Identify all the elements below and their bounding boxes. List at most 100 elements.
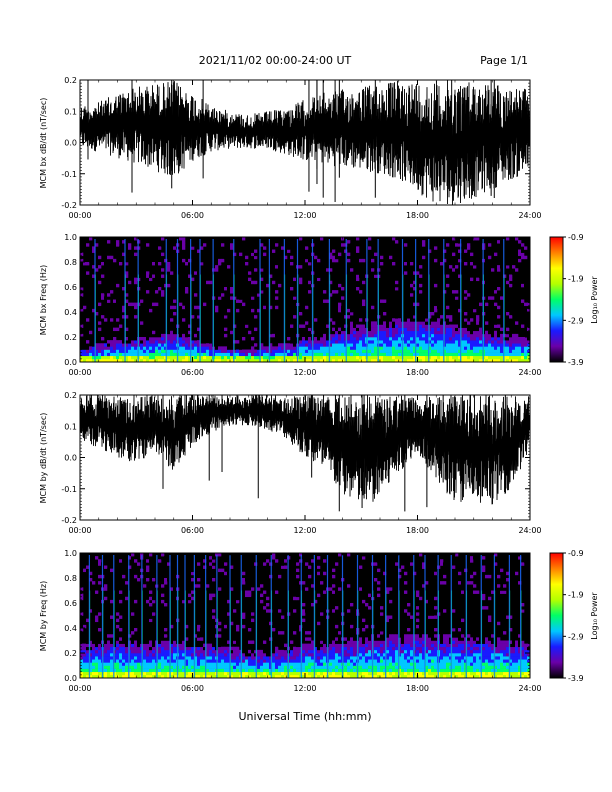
spectrogram-cell bbox=[212, 562, 216, 566]
spectrogram-cell bbox=[89, 358, 93, 363]
spectrogram-cell bbox=[206, 631, 210, 635]
spectrogram-cell bbox=[92, 668, 96, 673]
spectrogram-cell bbox=[395, 346, 399, 350]
spectrogram-cell bbox=[80, 324, 84, 328]
spectrogram-cell bbox=[233, 556, 237, 560]
spectrogram-cell bbox=[158, 349, 162, 353]
spectrogram-cell bbox=[188, 599, 192, 604]
spectrogram-cell bbox=[92, 649, 96, 654]
spectrogram-cell bbox=[95, 358, 99, 363]
spectrogram-cell bbox=[401, 640, 405, 644]
spectrogram-cell bbox=[311, 656, 315, 660]
spectrogram-cell bbox=[83, 355, 87, 360]
spectrogram-cell bbox=[425, 653, 429, 657]
spectrogram-cell bbox=[236, 649, 240, 654]
spectrogram-cell bbox=[455, 637, 459, 641]
spectrogram-cell bbox=[203, 352, 207, 357]
spectrogram-cell bbox=[404, 640, 408, 644]
spectrogram-cell bbox=[428, 637, 432, 641]
spectrogram-cell bbox=[131, 553, 135, 557]
spectrogram-cell bbox=[353, 343, 357, 347]
spectrogram-cell bbox=[368, 340, 372, 344]
spectrogram-cell bbox=[116, 327, 120, 332]
spectrogram-cell bbox=[203, 662, 207, 666]
spectrogram-cell bbox=[467, 343, 471, 347]
spectrogram-cell bbox=[389, 237, 393, 241]
spectrogram-cell bbox=[314, 662, 318, 666]
spectrogram-cell bbox=[260, 346, 264, 350]
spectrogram-cell bbox=[164, 603, 168, 607]
spectrogram-cell bbox=[212, 665, 216, 669]
spectrogram-cell bbox=[476, 237, 480, 241]
spectrogram-cell bbox=[470, 340, 474, 344]
spectrogram-cell bbox=[101, 346, 105, 350]
spectrogram-cell bbox=[155, 352, 159, 357]
spectrogram-cell bbox=[296, 674, 300, 679]
spectrogram-cell bbox=[410, 355, 414, 360]
spectrogram-cell bbox=[122, 315, 126, 319]
spectrogram-cell bbox=[164, 662, 168, 666]
spectrogram-cell bbox=[188, 665, 192, 669]
spectrogram-cell bbox=[368, 349, 372, 353]
spectrogram-cell bbox=[149, 590, 153, 594]
spectrogram-cell bbox=[287, 324, 291, 328]
spectrogram-cell bbox=[158, 246, 162, 250]
spectrogram-cell bbox=[293, 659, 297, 663]
spectrogram-cell bbox=[173, 662, 177, 666]
spectrogram-cell bbox=[428, 634, 432, 638]
spectrogram-cell bbox=[167, 671, 171, 676]
spectrogram-cell bbox=[464, 243, 468, 247]
spectrogram-cell bbox=[488, 249, 492, 253]
spectrogram-cell bbox=[365, 668, 369, 673]
spectrogram-cell bbox=[89, 609, 93, 613]
spectrogram-cell bbox=[464, 340, 468, 344]
spectrogram-cell bbox=[419, 640, 423, 644]
spectrogram-cell bbox=[359, 640, 363, 644]
spectrogram-cell bbox=[419, 606, 423, 610]
spectrogram-cell bbox=[422, 287, 426, 291]
spectrogram-cell bbox=[275, 590, 279, 594]
spectrogram-cell bbox=[314, 634, 318, 638]
spectrogram-cell bbox=[479, 355, 483, 360]
spectrogram-cell bbox=[149, 340, 153, 344]
spectrogram-cell bbox=[224, 593, 228, 598]
spectrogram-cell bbox=[200, 631, 204, 635]
spectrogram-cell bbox=[110, 343, 114, 347]
spectrogram-cell bbox=[422, 346, 426, 350]
spectrogram-cell bbox=[92, 265, 96, 269]
spectrogram-cell bbox=[113, 671, 117, 676]
spectrogram-cell bbox=[194, 671, 198, 676]
spectrogram-cell bbox=[413, 662, 417, 666]
spectrogram-cell bbox=[338, 340, 342, 344]
spectrogram-cell bbox=[425, 312, 429, 316]
spectrogram-cell bbox=[470, 262, 474, 266]
spectrogram-cell bbox=[287, 343, 291, 347]
spectrogram-cell bbox=[209, 656, 213, 660]
spectrogram-cell bbox=[440, 562, 444, 566]
spectrogram-cell bbox=[80, 252, 84, 257]
spectrogram-cell bbox=[197, 668, 201, 673]
spectrogram-cell bbox=[86, 640, 90, 644]
spectrogram-cell bbox=[188, 556, 192, 560]
spectrogram-cell bbox=[188, 324, 192, 328]
spectrogram-cell bbox=[335, 609, 339, 613]
spectrogram-cell bbox=[197, 343, 201, 347]
spectrogram-cell bbox=[311, 640, 315, 644]
spectrogram-cell bbox=[167, 305, 171, 310]
spectrogram-cell bbox=[410, 653, 414, 657]
spectrogram-cell bbox=[122, 240, 126, 244]
spectrogram-cell bbox=[419, 283, 423, 288]
spectrogram-cell bbox=[386, 634, 390, 638]
spectrogram-cell bbox=[257, 349, 261, 353]
spectrogram-cell bbox=[362, 628, 366, 632]
spectrogram-cell bbox=[200, 628, 204, 632]
spectrogram-cell bbox=[275, 243, 279, 247]
spectrogram-cell bbox=[365, 637, 369, 641]
spectrogram-cell bbox=[80, 665, 84, 669]
spectrogram-cell bbox=[473, 337, 477, 341]
spectrogram-cell bbox=[266, 240, 270, 244]
spectrogram-cell bbox=[410, 321, 414, 325]
spectrogram-cell bbox=[206, 674, 210, 679]
spectrogram-cell bbox=[347, 562, 351, 566]
spectrogram-cell bbox=[485, 346, 489, 350]
